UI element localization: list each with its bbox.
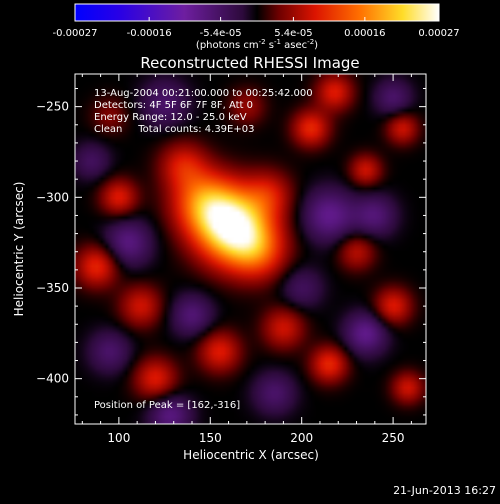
x-tick-label: 250 xyxy=(382,431,405,445)
colorbar-tick-label: 0.00016 xyxy=(344,28,385,39)
colorbar-tick-label: -5.4e-05 xyxy=(200,28,242,39)
chart-title: Reconstructed RHESSI Image xyxy=(140,54,359,72)
heatmap-raster xyxy=(75,74,426,424)
colorbar-ticks: -0.00027 -0.00016 -5.4e-05 5.4e-05 0.00016 0.… xyxy=(53,17,460,39)
colorbar-tick-label: 5.4e-05 xyxy=(274,28,312,39)
heatmap-image xyxy=(75,74,426,424)
y-tick-label: −400 xyxy=(36,372,69,386)
footer-timestamp: 21-Jun-2013 16:27 xyxy=(393,484,496,497)
info-line-clean: Clean Total counts: 4.39E+03 xyxy=(94,124,254,135)
colorbar-frame xyxy=(74,3,440,22)
y-axis-label: Heliocentric Y (arcsec) xyxy=(12,182,26,317)
colorbar-units: (photons cm-2 s-1 asec-2) xyxy=(196,38,318,51)
x-tick-label: 200 xyxy=(290,431,313,445)
y-tick-label: −300 xyxy=(36,190,69,204)
x-axis-label: Heliocentric X (arcsec) xyxy=(183,448,319,462)
axes: 100 150 200 250 −250 −300 −350 −400 xyxy=(36,74,426,445)
plot-area: 100 150 200 250 −250 −300 −350 −400 13-Aug-2004… xyxy=(36,73,427,445)
y-tick-label: −250 xyxy=(36,100,69,114)
y-tick-label: −350 xyxy=(36,281,69,295)
info-line-detectors: Detectors: 4F 5F 6F 7F 8F, Att 0 xyxy=(94,100,253,111)
info-block: 13-Aug-2004 00:21:00.000 to 00:25:42.000… xyxy=(94,88,313,135)
colorbar-tick-label: -0.00027 xyxy=(53,28,98,39)
colorbar-gradient xyxy=(75,4,439,21)
colorbar-tick-label: 0.00027 xyxy=(418,28,459,39)
x-tick-label: 100 xyxy=(107,431,130,445)
info-line-energy: Energy Range: 12.0 - 25.0 keV xyxy=(94,112,247,123)
plot-frame xyxy=(74,73,427,425)
colorbar-tick-label: -0.00016 xyxy=(127,28,172,39)
x-tick-label: 150 xyxy=(199,431,222,445)
info-line-time: 13-Aug-2004 00:21:00.000 to 00:25:42.000 xyxy=(94,88,313,99)
peak-position-label: Position of Peak = [162,-316] xyxy=(94,400,240,411)
colorbar: -0.00027 -0.00016 -5.4e-05 5.4e-05 0.00016 0.… xyxy=(53,3,460,51)
